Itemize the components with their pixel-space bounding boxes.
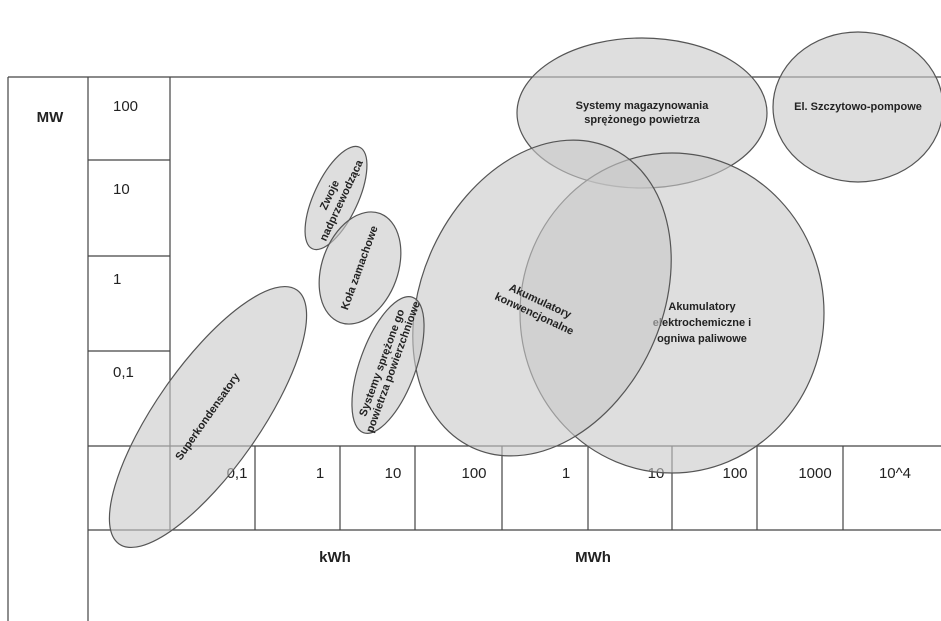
region: Superkondensatory [108, 285, 308, 549]
region-label: El. Szczytowo-pompowe [794, 101, 922, 113]
region-label-line: Akumulatory [668, 301, 736, 313]
region-ellipse [318, 211, 402, 325]
x-tick-label: 1000 [798, 465, 831, 482]
region-label-line: ogniwa paliwowe [657, 333, 747, 345]
region: Koła zamachowe [318, 211, 402, 325]
y-tick-label: 1 [113, 271, 121, 288]
region-label-line: Systemy magazynowania [576, 100, 710, 112]
region-ellipse [351, 296, 425, 434]
x-tick-label: 1 [316, 465, 324, 482]
region: El. Szczytowo-pompowe [772, 31, 941, 183]
x-tick-label: 10^4 [879, 465, 911, 482]
region-ellipse [108, 285, 308, 549]
region-ellipse [772, 31, 941, 183]
x-tick-label: 100 [461, 465, 486, 482]
y-tick-label: 10 [113, 181, 130, 198]
region-label-line: El. Szczytowo-pompowe [794, 101, 922, 113]
x-tick-label: 10 [385, 465, 402, 482]
region-ellipse [304, 145, 368, 251]
region-label-line: sprężonego powietrza [584, 114, 700, 126]
region-label: Systemy magazynowania sprężonego powietrz… [576, 100, 710, 126]
y-tick-label: 100 [113, 98, 138, 115]
region-ellipse [412, 139, 672, 457]
region-label: Akumulatory elektrochemiczne i ogniwa pali… [653, 301, 751, 345]
x-tick-label: 1 [562, 465, 570, 482]
x-tick-label: 100 [722, 465, 747, 482]
grid [7, 76, 941, 621]
x-unit: MWh [575, 549, 611, 566]
y-axis-label: MW [37, 109, 64, 126]
region-label-line: elektrochemiczne i [653, 317, 751, 329]
y-tick-label: 0,1 [113, 364, 134, 381]
x-unit: kWh [319, 549, 351, 566]
